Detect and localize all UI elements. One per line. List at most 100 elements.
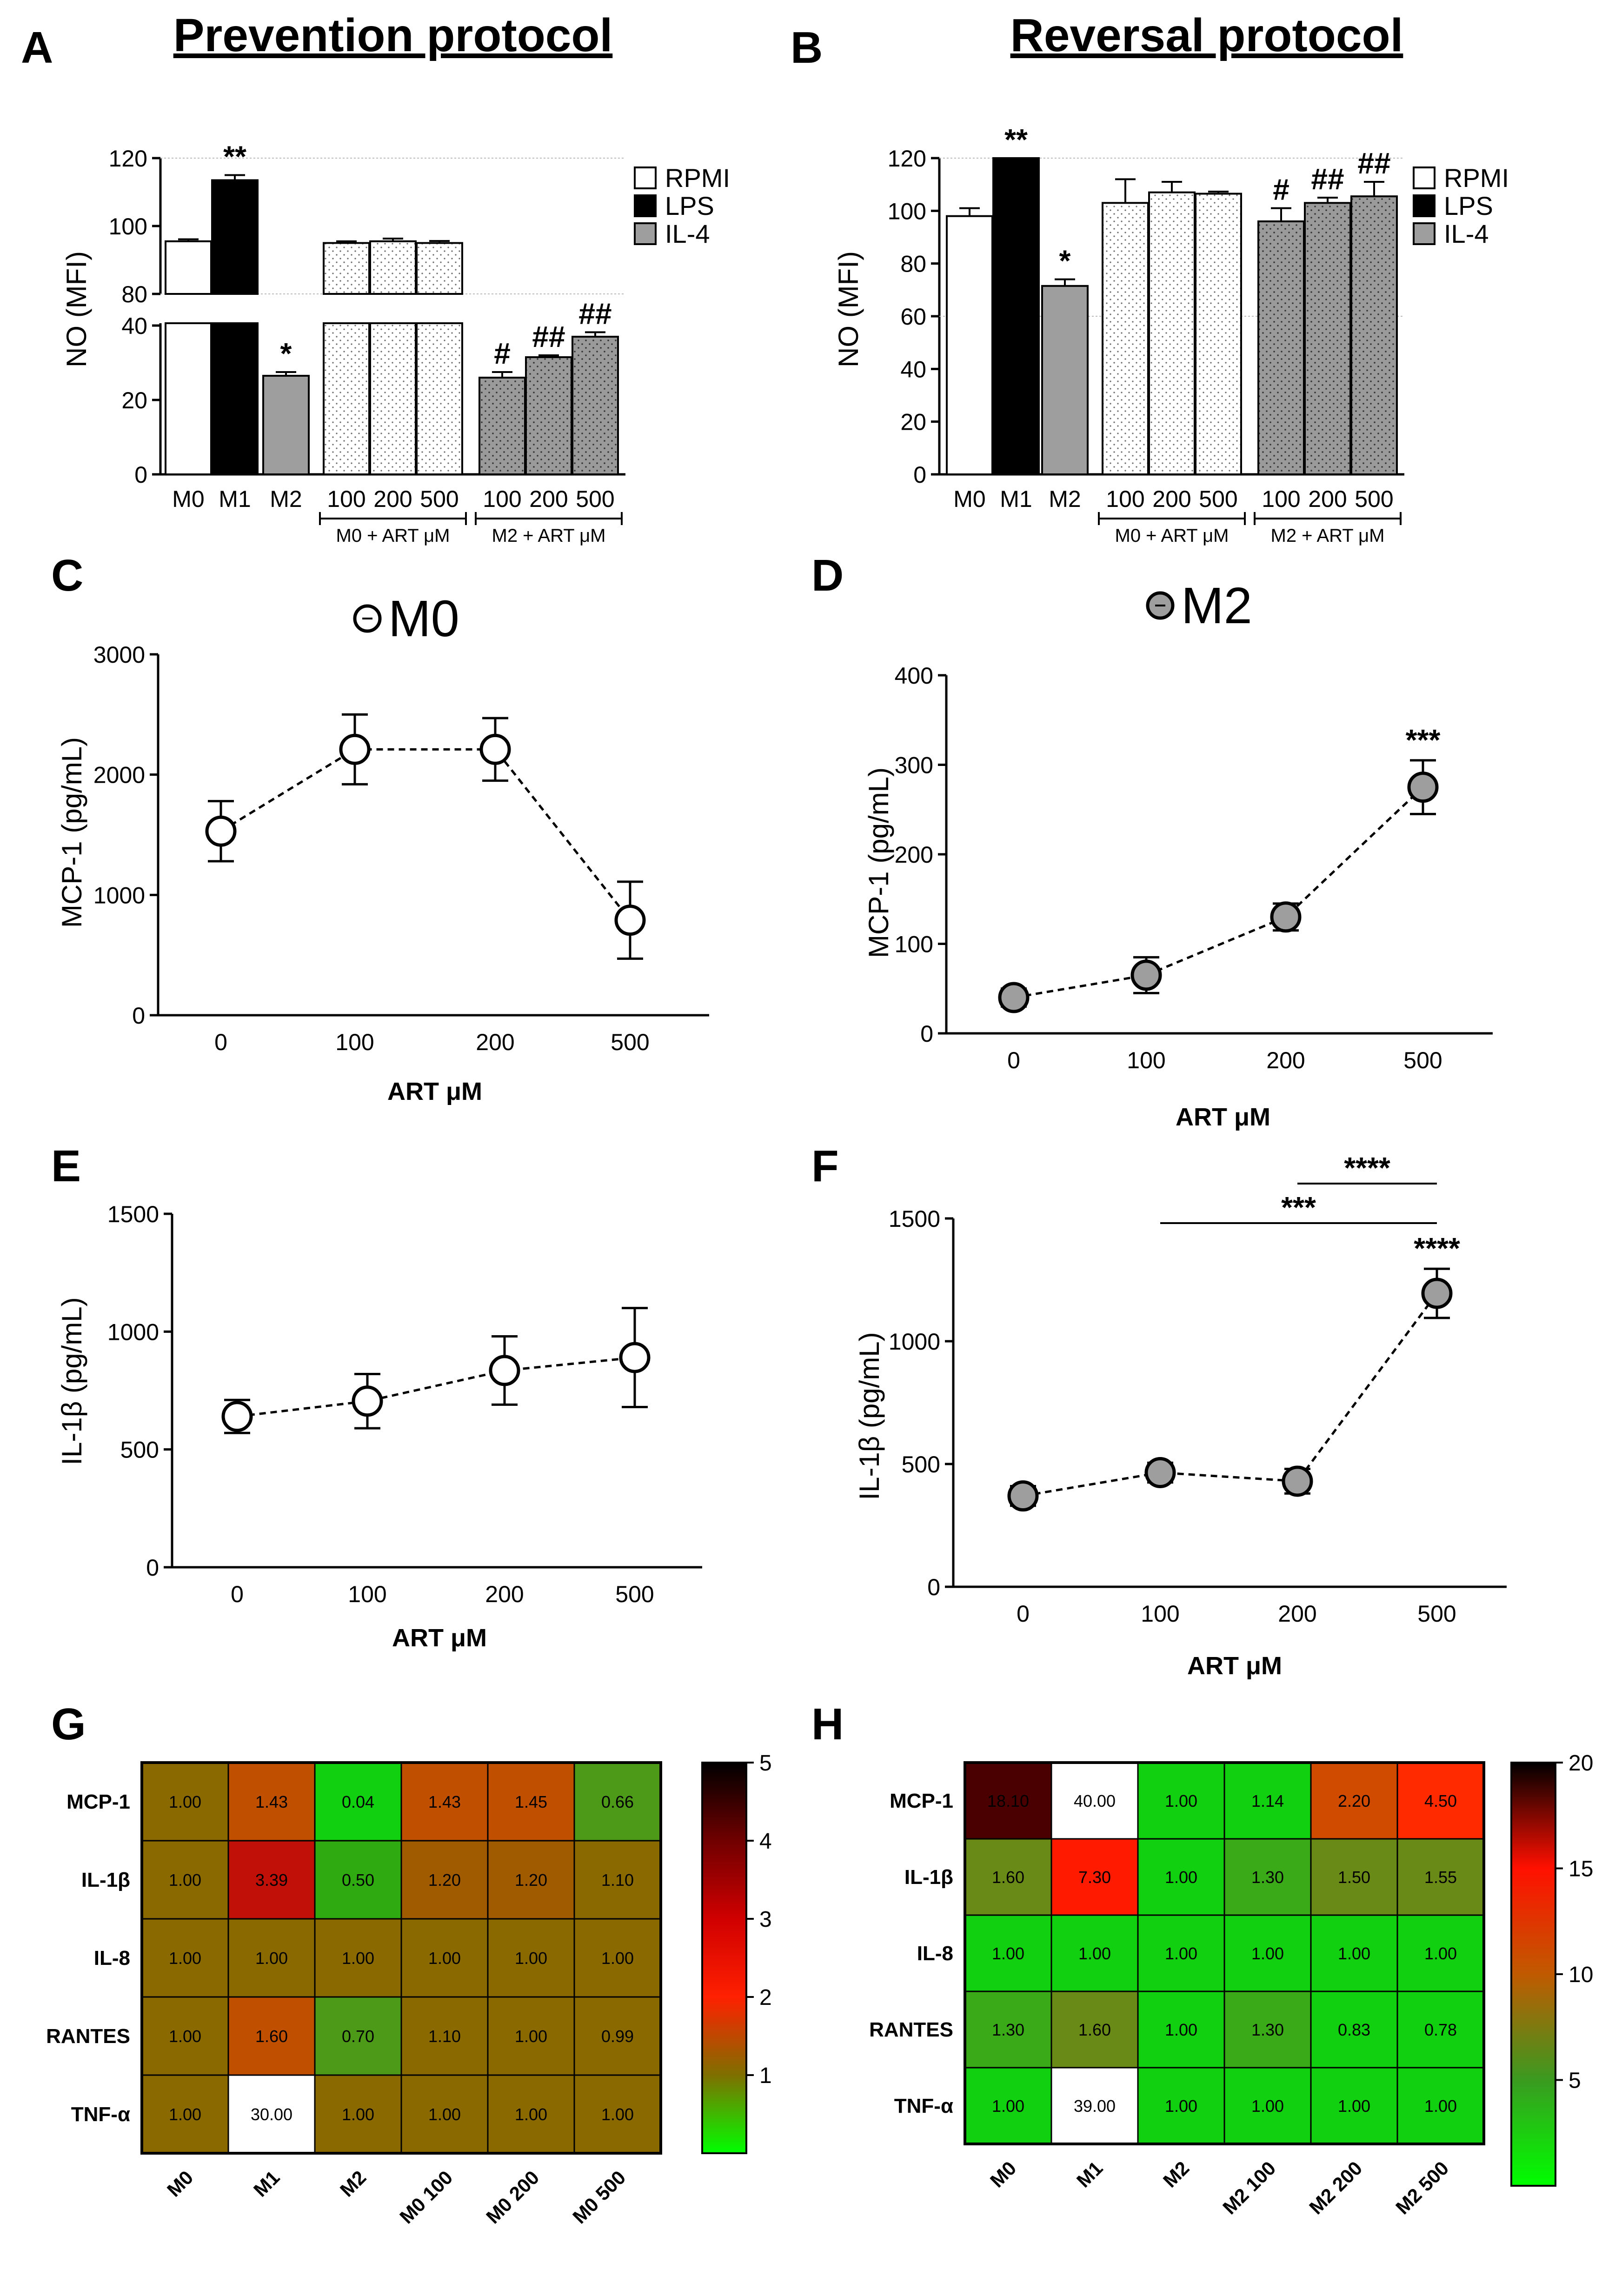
heatmap-h-cell-label-3-1: 1.60 [1078, 2020, 1111, 2039]
heatmap-h-colorbar-tick-label-2: 15 [1568, 1857, 1593, 1882]
panel-label-g: G [51, 1699, 86, 1749]
chart-e-y-tick-label-2: 1000 [107, 1319, 159, 1345]
heatmap-g-cell-label-1-3: 1.20 [428, 1870, 461, 1890]
chart-b-x-tick-label-7: 200 [1308, 486, 1347, 512]
heatmap-g-cell-2-5 [573, 1918, 662, 1998]
chart-e-y-tick-label-0: 0 [146, 1555, 159, 1581]
chart-f-y-tick-label-1: 500 [902, 1451, 940, 1477]
heatmap-g-cell-label-4-3: 1.00 [428, 2105, 461, 2124]
heatmap-h-cell-3-2 [1137, 1990, 1225, 2069]
chart-a-x-tick-label-1: M1 [219, 486, 251, 512]
heatmap-h-cell-label-2-2: 1.00 [1165, 1944, 1197, 1963]
chart-d-y-tick-label-1: 100 [895, 932, 933, 958]
chart-f-y-tick-label-3: 1500 [889, 1206, 940, 1232]
chart-a-group-label-1: M2 + ART μM [492, 526, 606, 546]
heatmap-h-cell-4-3 [1223, 2067, 1312, 2145]
heatmap-h-colorbar-tick-label-0: 5 [1568, 2069, 1581, 2093]
chart-d-x-tick-label-0: 0 [1007, 1047, 1020, 1073]
chart-a-bar-6 [479, 377, 526, 475]
heatmap-g-colorbar-tick-label-1: 2 [759, 1985, 772, 2010]
chart-b-x-tick-label-3: 100 [1106, 486, 1144, 512]
chart-e-x-tick-label-3: 500 [615, 1581, 654, 1607]
chart-a-y-tick-label-1: 20 [121, 387, 147, 413]
legend-a: RPMI LPS IL-4 [634, 163, 730, 248]
chart-e-point-0 [221, 1401, 253, 1432]
chart-b-bar-6 [1257, 220, 1305, 475]
heatmap-h-cell-label-3-5: 0.78 [1424, 2020, 1457, 2039]
chart-d-y-tick-label-3: 300 [895, 752, 933, 779]
chart-a-x-tick-label-3: 100 [327, 486, 366, 512]
chart-a-bar-5-part-0 [416, 242, 463, 295]
chart-e-series-line [237, 1356, 635, 1418]
heatmap-g-cell-4-3 [400, 2074, 489, 2154]
chart-a-sig-2: * [280, 337, 292, 370]
chart-b-y-tick-label-4: 80 [900, 251, 926, 277]
heatmap-g-cell-label-0-5: 0.66 [601, 1792, 634, 1811]
chart-a-bar-4-part-0 [369, 240, 417, 295]
heatmap-g-cell-label-4-2: 1.00 [342, 2105, 374, 2124]
chart-b-bar-8 [1350, 195, 1398, 475]
chart-c-y-tick-label-1: 1000 [93, 882, 145, 908]
heatmap-g-cell-1-0 [141, 1840, 229, 1920]
heatmap-h-cell-label-4-5: 1.00 [1424, 2096, 1457, 2116]
chart-e-y-tick-label-1: 500 [120, 1437, 159, 1463]
heatmap-h-col-label-0: M0 [986, 2157, 1021, 2192]
legend-a-label-rpmi: RPMI [665, 163, 730, 193]
heatmap-h-cell-label-4-4: 1.00 [1338, 2096, 1370, 2116]
chart-c-y-tick-label-2: 2000 [93, 762, 145, 788]
chart-b-y-tick-label-5: 100 [888, 198, 926, 224]
heatmap-h-cell-2-3 [1223, 1914, 1312, 1992]
chart-f-x-tick-label-2: 200 [1278, 1601, 1316, 1627]
legend-b-swatch-lps [1413, 194, 1436, 217]
chart-d-point-2 [1270, 901, 1302, 933]
heatmap-g-cell-label-1-2: 0.50 [342, 1870, 374, 1890]
chart-a-y-tick-label-4: 100 [109, 213, 147, 240]
chart-f-y-tick-label-0: 0 [927, 1574, 940, 1600]
panel-title-b: Reversal protocol [1010, 9, 1403, 61]
heatmap-g-cell-1-2 [314, 1840, 402, 1920]
heatmap-g-colorbar-tick-label-2: 3 [759, 1907, 772, 1932]
chart-c-y-tick-label-3: 3000 [93, 642, 145, 668]
heatmap-h-cell-1-5 [1396, 1838, 1485, 1916]
panel-label-b: B [791, 23, 823, 73]
chart-b-x-tick-label-2: M2 [1049, 486, 1081, 512]
heatmap-g-cell-label-0-4: 1.45 [515, 1792, 547, 1811]
heatmap-h-col-label-1: M1 [1072, 2157, 1107, 2192]
heatmap-g-cell-label-3-5: 0.99 [601, 2027, 634, 2046]
chart-a-bar-7 [525, 356, 572, 475]
chart-d-point-1 [1130, 959, 1162, 991]
heatmap-g-cell-label-2-4: 1.00 [515, 1949, 547, 1968]
heatmap-h-cell-label-0-5: 4.50 [1424, 1791, 1457, 1810]
legend-a-swatch-rpmi [634, 166, 657, 189]
heatmap-g-col-label-5: M0 500 [568, 2166, 630, 2228]
heatmap-g-cell-label-2-1: 1.00 [255, 1949, 288, 1968]
heatmap-g-cell-label-2-3: 1.00 [428, 1949, 461, 1968]
chart-b-plot: 0 20 40 60 80 100 120 M0 ** M1 * M2 100 200 500 #100 ## 2… [888, 123, 1404, 546]
chart-b-bar-3 [1102, 202, 1149, 476]
heatmap-h-colorbar-tick-label-1: 10 [1568, 1963, 1593, 1987]
heatmap-g-cell-label-1-4: 1.20 [515, 1870, 547, 1890]
heatmap-h-cell-4-0 [964, 2067, 1052, 2145]
chart-b-ylabel: NO (MFI) [833, 251, 864, 367]
chart-b-y-tick-label-0: 0 [913, 462, 926, 488]
heatmap-h-cell-label-2-3: 1.00 [1251, 1944, 1284, 1963]
panel-label-a: A [21, 23, 53, 73]
heatmap-g-colorbar-tick-label-0: 1 [759, 2063, 772, 2088]
chart-a-sig-7: ## [532, 320, 565, 353]
chart-d-plot: 0 100 200 300 400 0 100 200 500 *** [895, 663, 1493, 1073]
chart-a-bar-0-part-0 [165, 240, 212, 295]
heatmap-g-cell-0-0 [141, 1762, 229, 1842]
heatmap-h-cell-label-2-1: 1.00 [1078, 1944, 1111, 1963]
chart-f-point-2 [1282, 1465, 1313, 1497]
heatmap-g-cell-label-3-1: 1.60 [255, 2027, 288, 2046]
chart-b-sig-8: ## [1357, 146, 1390, 180]
heatmap-h-cell-label-0-0: 18.10 [987, 1791, 1029, 1810]
chart-b-x-tick-label-6: 100 [1262, 486, 1300, 512]
chart-a-y-tick-label-2: 40 [121, 313, 147, 339]
chart-c-point-2 [479, 733, 511, 765]
heatmap-g-row-label-1: IL-1β [81, 1869, 130, 1891]
legend-a-label-lps: LPS [665, 191, 714, 220]
chart-b-x-tick-label-1: M1 [1000, 486, 1032, 512]
heatmap-h-cell-label-3-4: 0.83 [1338, 2020, 1370, 2039]
heatmap-h-cell-label-0-1: 40.00 [1074, 1791, 1116, 1810]
